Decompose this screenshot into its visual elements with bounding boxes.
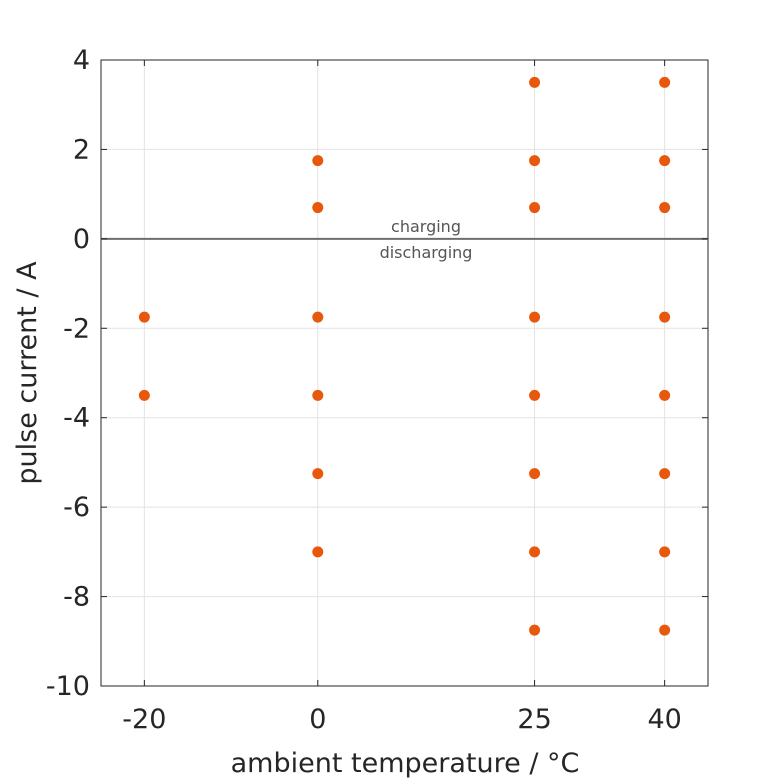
y-tick-label: -4 (63, 403, 90, 434)
data-point (659, 624, 671, 636)
data-point (312, 468, 324, 480)
data-point (312, 389, 324, 401)
data-point (529, 389, 541, 401)
data-point (312, 546, 324, 558)
data-point (138, 389, 150, 401)
charging-annotation: charging (391, 217, 461, 236)
data-point (659, 76, 671, 88)
y-tick-label: -6 (63, 492, 90, 523)
x-tick-label: 0 (309, 704, 326, 735)
grid (101, 59, 708, 687)
x-tick-label: 40 (647, 704, 681, 735)
data-point (529, 202, 541, 214)
y-tick-label: -8 (63, 582, 90, 613)
x-tick-label: 25 (517, 704, 551, 735)
y-tick-label: 2 (73, 134, 90, 165)
data-point (138, 311, 150, 323)
data-point (659, 546, 671, 558)
y-tick-label: -2 (63, 313, 90, 344)
y-tick-label: 4 (73, 45, 90, 76)
data-point (529, 546, 541, 558)
x-tick-label: -20 (122, 704, 166, 735)
data-point (659, 311, 671, 323)
data-point (529, 76, 541, 88)
data-point (659, 468, 671, 480)
data-point (659, 389, 671, 401)
plot-frame (100, 59, 709, 687)
data-points (138, 76, 671, 636)
data-point (659, 202, 671, 214)
data-point (529, 624, 541, 636)
axis-ticks: -20 0 25 40 4 2 0 -2 -4 -6 -8 -10 (46, 45, 708, 735)
discharging-annotation: discharging (380, 243, 473, 262)
y-axis-label: pulse current / A (12, 261, 43, 485)
y-tick-label: 0 (73, 224, 90, 255)
y-tick-label: -10 (46, 671, 90, 702)
data-point (529, 468, 541, 480)
data-point (659, 155, 671, 167)
x-axis-label: ambient temperature / °C (231, 748, 580, 779)
data-point (529, 155, 541, 167)
data-point (312, 202, 324, 214)
data-point (312, 155, 324, 167)
data-point (312, 311, 324, 323)
data-point (529, 311, 541, 323)
